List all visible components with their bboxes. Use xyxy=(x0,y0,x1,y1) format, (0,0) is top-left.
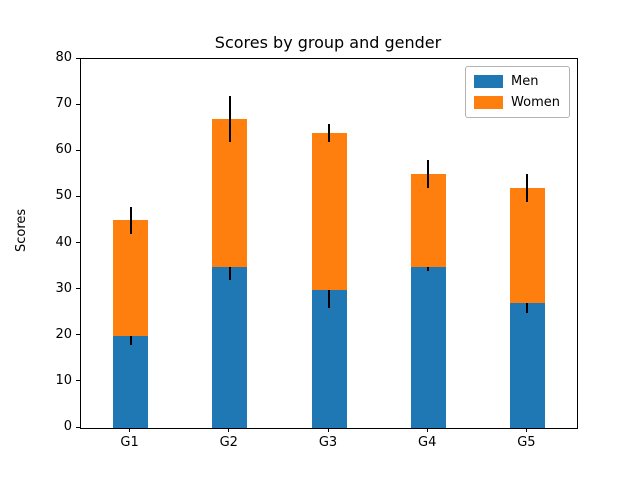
bar-segment-women-g3 xyxy=(311,132,347,290)
chart-title: Scores by group and gender xyxy=(214,33,442,52)
legend-swatch-men xyxy=(474,75,504,88)
y-tick-label: 70 xyxy=(55,96,72,112)
error-bar-men-g3 xyxy=(328,271,330,309)
legend: Men Women xyxy=(465,66,570,118)
bar-segment-women-g1 xyxy=(113,220,149,336)
plot-area: Men Women xyxy=(80,58,578,429)
x-tick-mark xyxy=(228,428,230,432)
bar-segment-men-g3 xyxy=(311,289,347,428)
bar-segment-men-g4 xyxy=(410,266,446,428)
y-tick-mark xyxy=(76,426,80,428)
y-tick-label: 50 xyxy=(55,188,72,204)
error-bar-women-g3 xyxy=(328,123,330,143)
legend-label-women: Women xyxy=(511,95,560,110)
error-bar-men-g2 xyxy=(228,252,231,281)
y-tick-mark xyxy=(76,149,80,151)
legend-item-men: Men xyxy=(474,74,560,89)
error-bar-men-g5 xyxy=(526,294,529,313)
x-tick-label-g1: G1 xyxy=(120,435,139,450)
error-bar-women-g4 xyxy=(427,160,430,189)
bar-segment-women-g5 xyxy=(509,188,545,304)
x-tick-mark xyxy=(327,428,329,432)
x-tick-mark xyxy=(129,428,131,432)
x-tick-label-g2: G2 xyxy=(219,435,238,450)
x-tick-label-g4: G4 xyxy=(418,435,437,450)
legend-item-women: Women xyxy=(474,95,560,110)
bar-segment-women-g4 xyxy=(410,174,446,267)
x-tick-mark xyxy=(426,428,428,432)
x-tick-mark xyxy=(525,428,527,432)
y-tick-label: 30 xyxy=(55,280,72,296)
x-tick-label-g3: G3 xyxy=(318,435,338,450)
y-tick-mark xyxy=(76,103,80,105)
y-tick-label: 40 xyxy=(55,234,72,250)
legend-swatch-women xyxy=(474,96,504,109)
y-axis-label: Scores xyxy=(14,208,29,252)
y-tick-mark xyxy=(76,242,80,243)
error-bar-women-g1 xyxy=(129,206,132,235)
y-tick-mark xyxy=(76,334,80,336)
y-tick-mark xyxy=(76,288,80,290)
error-bar-men-g4 xyxy=(427,261,430,272)
legend-label-men: Men xyxy=(511,74,539,89)
bar-segment-men-g5 xyxy=(509,303,545,428)
y-tick-label: 0 xyxy=(63,419,72,434)
y-tick-mark xyxy=(76,57,80,59)
y-tick-label: 80 xyxy=(55,50,72,65)
y-tick-mark xyxy=(76,195,80,197)
y-tick-label: 20 xyxy=(55,326,72,342)
x-tick-label-g5: G5 xyxy=(517,435,536,450)
y-tick-label: 10 xyxy=(55,372,72,388)
bar-segment-men-g1 xyxy=(113,335,149,428)
y-tick-mark xyxy=(76,380,80,382)
bar-segment-women-g2 xyxy=(212,118,248,267)
bar-segment-men-g2 xyxy=(212,266,248,428)
error-bar-women-g5 xyxy=(526,174,529,202)
y-tick-label: 60 xyxy=(55,142,72,158)
error-bar-men-g1 xyxy=(129,326,132,345)
error-bar-women-g2 xyxy=(228,95,231,143)
